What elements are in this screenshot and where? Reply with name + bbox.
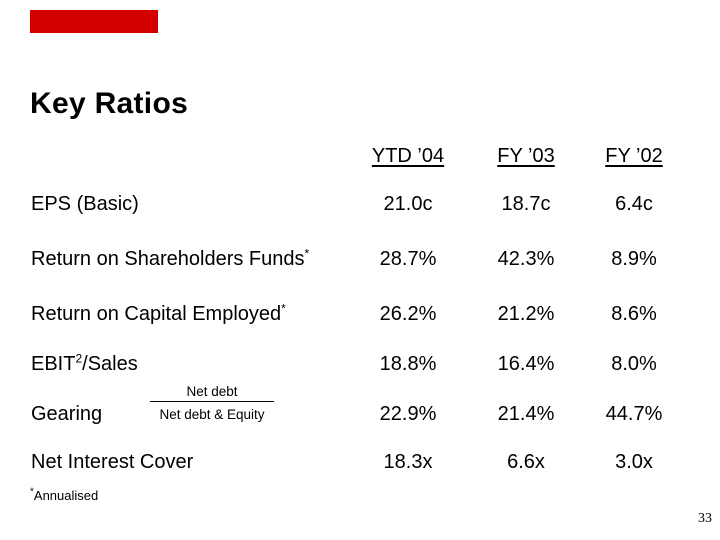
row-value-fy03: 42.3% [497, 248, 555, 270]
row-value-ytd04: 21.0c [383, 193, 433, 215]
row-value-fy03: 18.7c [501, 193, 551, 215]
footnote-asterisk: * [30, 486, 34, 498]
row-value-ytd04: 18.3x [383, 451, 433, 473]
row-label: EPS (Basic) [31, 193, 139, 215]
table-header-row: YTD ’04 FY ’03 FY ’02 [0, 144, 720, 168]
fraction-numerator: Net debt [150, 385, 274, 402]
annualised-asterisk: * [281, 301, 286, 316]
column-header-fy03: FY ’03 [497, 145, 555, 167]
row-value-fy02: 44.7% [605, 403, 663, 425]
row-value-fy02: 8.6% [611, 303, 657, 325]
column-header-fy02: FY ’02 [605, 145, 663, 167]
row-label: Return on Shareholders Funds* [31, 246, 310, 270]
page-title: Key Ratios [30, 87, 189, 120]
table-row-gearing: Gearing Net debt Net debt & Equity 22.9%… [0, 385, 720, 426]
footnote-annualised: *Annualised [30, 486, 99, 503]
row-value-fy03: 21.4% [497, 403, 555, 425]
superscript-2: 2 [75, 351, 83, 366]
row-label: Gearing [31, 403, 103, 425]
red-accent-bar [30, 10, 158, 33]
gearing-fraction: Net debt Net debt & Equity [150, 385, 274, 422]
annualised-asterisk: * [304, 246, 310, 261]
row-value-fy03: 6.6x [507, 451, 545, 473]
row-label: EBIT2/Sales [31, 351, 138, 375]
table-row-ebit-sales: EBIT2/Sales 18.8% 16.4% 8.0% [0, 352, 720, 376]
row-value-fy02: 8.9% [611, 248, 657, 270]
table-row-net-interest-cover: Net Interest Cover 18.3x 6.6x 3.0x [0, 450, 720, 474]
row-value-fy02: 6.4c [615, 193, 653, 215]
table-row-eps-basic: EPS (Basic) 21.0c 18.7c 6.4c [0, 192, 720, 216]
row-value-fy03: 21.2% [497, 303, 555, 325]
row-value-ytd04: 28.7% [379, 248, 437, 270]
table-row-return-on-capital-employed: Return on Capital Employed* 26.2% 21.2% … [0, 302, 720, 326]
fraction-denominator: Net debt & Equity [159, 407, 265, 422]
row-value-ytd04: 18.8% [379, 353, 437, 375]
row-value-ytd04: 22.9% [379, 403, 437, 425]
table-row-return-on-shareholders-funds: Return on Shareholders Funds* 28.7% 42.3… [0, 247, 720, 271]
row-value-fy02: 8.0% [611, 353, 657, 375]
row-value-fy03: 16.4% [497, 353, 555, 375]
row-label: Return on Capital Employed* [31, 301, 286, 325]
page-number: 33 [698, 511, 712, 526]
row-label: Net Interest Cover [31, 451, 194, 473]
column-header-ytd04: YTD ’04 [371, 145, 445, 167]
row-value-ytd04: 26.2% [379, 303, 437, 325]
row-value-fy02: 3.0x [615, 451, 653, 473]
